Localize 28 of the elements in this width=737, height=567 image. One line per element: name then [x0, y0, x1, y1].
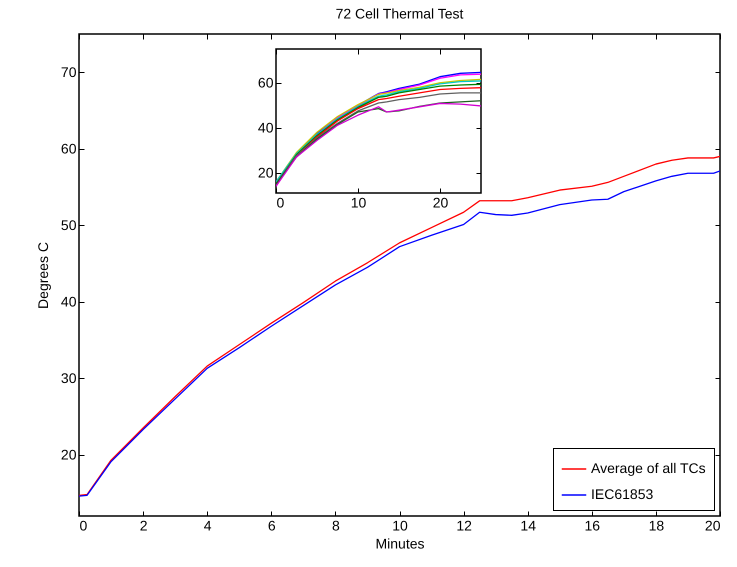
- legend-label: IEC61853: [591, 486, 654, 502]
- y-tick-label: 20: [258, 164, 274, 180]
- y-tick-label: 60: [258, 74, 274, 90]
- x-tick-label: 6: [268, 518, 276, 534]
- x-tick-label: 0: [276, 194, 284, 210]
- y-tick-label: 20: [60, 446, 77, 462]
- x-tick-label: 12: [456, 518, 472, 534]
- y-axis-title: Degrees C: [34, 242, 51, 309]
- x-tick-label: 18: [648, 518, 664, 534]
- y-tick-label: 30: [60, 370, 77, 386]
- x-tick-label: 10: [392, 518, 408, 534]
- legend-label: Average of all TCs: [591, 460, 706, 476]
- x-tick-label: 2: [140, 518, 148, 534]
- x-tick-label: 0: [80, 518, 88, 534]
- x-axis-title: Minutes: [375, 536, 425, 552]
- x-tick-label: 4: [204, 518, 212, 534]
- x-tick-label: 16: [584, 518, 600, 534]
- x-tick-label: 20: [432, 194, 448, 210]
- y-tick-label: 50: [60, 216, 77, 233]
- y-tick-label: 40: [60, 293, 77, 310]
- x-tick-label: 20: [704, 518, 721, 534]
- chart-title: 72 Cell Thermal Test: [336, 6, 464, 22]
- y-tick-label: 70: [60, 64, 77, 80]
- x-tick-label: 10: [350, 194, 366, 210]
- y-tick-label: 60: [60, 140, 77, 156]
- y-tick-label: 40: [258, 119, 274, 136]
- x-tick-label: 8: [332, 518, 340, 534]
- x-tick-label: 14: [520, 518, 536, 534]
